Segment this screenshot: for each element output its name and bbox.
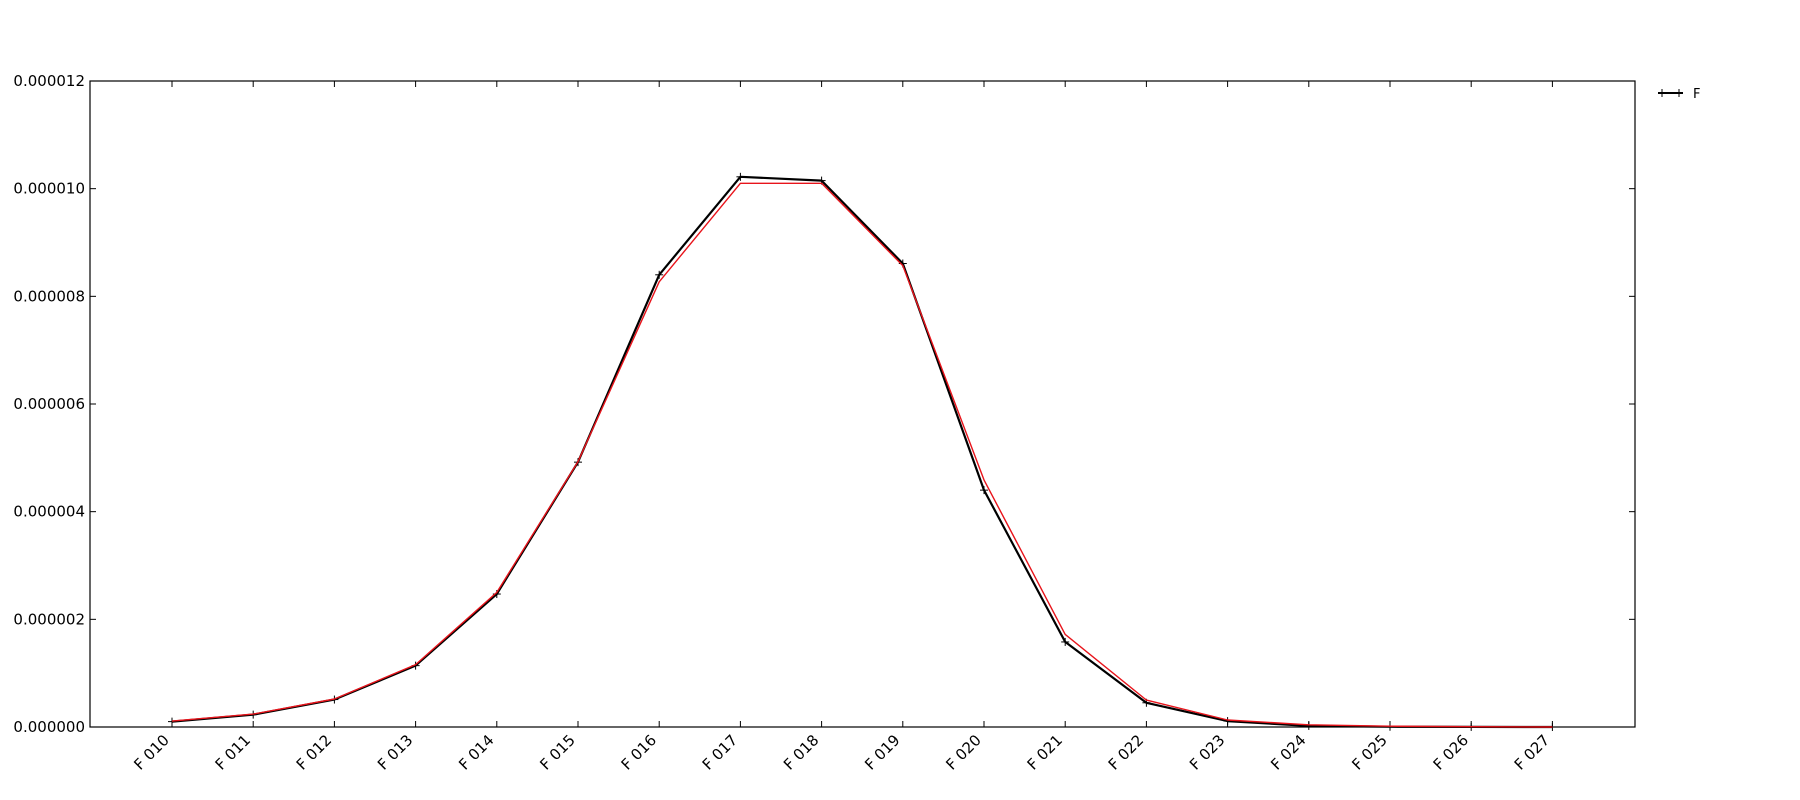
data-point-marker [1223,717,1232,726]
data-point-marker [168,717,176,726]
x-tick-label: F 017 [699,731,741,773]
data-point-marker [1304,721,1313,730]
series-layer [168,172,1557,731]
y-tick-label: 0.000002 [13,610,85,628]
x-tick-label: F 027 [1511,731,1553,773]
x-tick-label: F 013 [374,731,416,773]
x-tick-label: F 010 [130,731,172,773]
x-tick-label: F 021 [1024,731,1066,773]
y-tick-label: 0.000012 [13,72,85,90]
legend: F [1658,87,1700,102]
series-line-red [171,182,1553,728]
x-tick-label: F 026 [1430,731,1472,773]
x-tick-label: F 020 [942,731,984,773]
x-tick-label: F 025 [1348,731,1390,773]
x-tick-label: F 022 [1105,731,1147,773]
x-tick-label: F 011 [212,731,254,773]
y-tick-label: 0.000004 [13,503,85,521]
series-line-f [171,175,1553,729]
x-tick-label: F 016 [618,731,660,773]
x-axis: F 010 F 011 F 012 F 013 F 014 F 015 F 016 F 017… [130,81,1553,774]
x-tick-label: F 024 [1267,731,1309,773]
data-point-marker [736,172,745,181]
y-tick-label: 0.000008 [13,287,85,305]
data-point-marker [980,486,988,495]
data-point-marker [655,270,664,279]
y-tick-label: 0.000006 [13,395,85,413]
plot-frame [89,80,1636,728]
y-tick-label: 0.000010 [13,180,85,198]
x-tick-label: F 019 [861,731,903,773]
y-tick-label: 0.000000 [13,718,85,736]
x-tick-label: F 012 [293,731,335,773]
legend-label-f: F [1693,87,1700,102]
data-point-marker [1061,637,1070,646]
x-tick-label: F 015 [536,731,578,773]
x-tick-label: F 014 [455,731,497,773]
x-tick-label: F 018 [780,731,822,773]
x-tick-label: F 023 [1186,731,1228,773]
y-axis: 0.000000 0.000002 0.000004 0.000006 0.000008… [13,72,1635,736]
